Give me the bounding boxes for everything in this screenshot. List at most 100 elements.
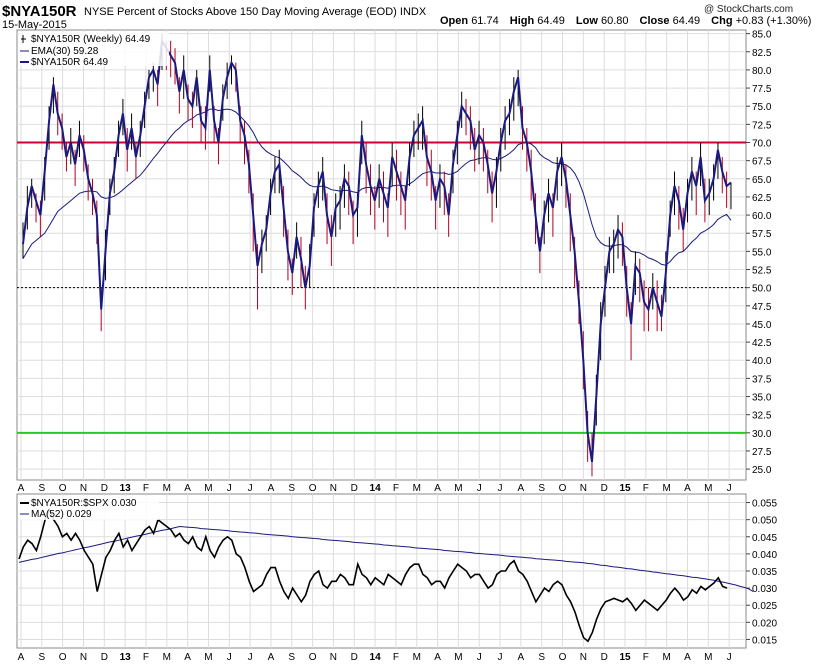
main-x-tick-label: M [413, 483, 421, 494]
main-x-tick-label: N [330, 483, 337, 494]
main-y-tick-label: 50.0 [752, 284, 772, 295]
main-x-tick-label: 13 [120, 483, 132, 494]
ratio-x-tick-label: F [393, 652, 399, 663]
main-y-tick-label: 27.5 [752, 447, 772, 458]
main-x-tick-label: O [559, 483, 567, 494]
main-y-tick-label: 57.5 [752, 229, 772, 240]
ratio-x-tick-label: F [143, 652, 149, 663]
main-y-tick-label: 60.0 [752, 211, 772, 222]
main-y-tick-label: 52.5 [752, 266, 772, 277]
main-x-tick-label: D [601, 483, 608, 494]
ratio-y-tick-label: 0.015 [752, 635, 777, 646]
close-label: Close [639, 15, 670, 27]
ratio-x-tick-label: M [663, 652, 671, 663]
main-x-tick-label: M [454, 483, 462, 494]
main-y-tick-label: 80.0 [752, 66, 772, 77]
main-x-tick-label: N [80, 483, 87, 494]
ratio-x-tick-label: M [413, 652, 421, 663]
stockcharts-credit: @ StockCharts.com [704, 4, 794, 15]
ratio-x-tick-label: D [601, 652, 608, 663]
ratio-x-tick-label: D [101, 652, 108, 663]
ratio-x-tick-label: A [268, 652, 275, 663]
main-x-tick-label: O [309, 483, 317, 494]
main-y-tick-label: 42.5 [752, 338, 772, 349]
ratio-x-tick-label: J [498, 652, 503, 663]
ratio-y-tick-label: 0.045 [752, 533, 777, 544]
main-y-tick-label: 30.0 [752, 429, 772, 440]
main-x-tick-label: A [518, 483, 525, 494]
main-y-tick-label: 55.0 [752, 247, 772, 258]
ratio-x-tick-label: J [248, 652, 253, 663]
ratio-x-tick-label: N [580, 652, 587, 663]
quote-summary: Open 61.74 High 64.49 Low 60.80 Close 64… [440, 15, 811, 27]
ratio-x-tick-label: S [38, 652, 45, 663]
main-x-tick-label: S [38, 483, 45, 494]
ratio-y-tick-label: 0.020 [752, 618, 777, 629]
main-y-tick-label: 25.0 [752, 465, 772, 476]
ratio-legend-box [19, 496, 159, 520]
main-x-tick-label: A [184, 483, 191, 494]
main-x-tick-label: A [18, 483, 25, 494]
open-label: Open [440, 15, 469, 27]
main-y-tick-label: 62.5 [752, 193, 772, 204]
ratio-panel: A S O N D 13 F M A M J J A S O N D 14 F M A M J J A S O N D 15 F M A M J 0.… [16, 493, 777, 663]
ratio-x-tick-label: 15 [619, 652, 631, 663]
main-y-tick-label: 40.0 [752, 356, 772, 367]
main-x-tick-label: M [663, 483, 671, 494]
main-x-tick-label: 14 [370, 483, 382, 494]
main-y-tick-label: 47.5 [752, 302, 772, 313]
chg-value: +0.83 (+1.30%) [735, 15, 812, 27]
ratio-x-tick-label: D [351, 652, 358, 663]
chart-date: 15-May-2015 [2, 19, 67, 31]
main-y-tick-label: 45.0 [752, 320, 772, 331]
chart-description: NYSE Percent of Stocks Above 150 Day Mov… [84, 6, 427, 18]
main-x-tick-label: J [477, 483, 482, 494]
ratio-x-tick-label: 13 [120, 652, 132, 663]
main-y-tick-label: 67.5 [752, 157, 772, 168]
main-y-tick-label: 82.5 [752, 48, 772, 59]
ratio-x-tick-label: A [518, 652, 525, 663]
main-x-tick-label: A [268, 483, 275, 494]
main-x-tick-label: J [227, 483, 232, 494]
main-x-tick-label: D [351, 483, 358, 494]
ratio-x-tick-label: A [184, 652, 191, 663]
main-y-tick-label: 70.0 [752, 139, 772, 150]
ratio-x-tick-label: A [684, 652, 691, 663]
ratio-x-tick-label: N [80, 652, 87, 663]
ratio-y-tick-label: 0.050 [752, 516, 777, 527]
main-x-tick-label: A [434, 483, 441, 494]
main-y-tick-label: 75.0 [752, 102, 772, 113]
ratio-x-tick-label: A [434, 652, 441, 663]
close-value: 64.49 [672, 15, 701, 27]
main-x-tick-label: F [393, 483, 399, 494]
main-x-tick-label: J [248, 483, 253, 494]
main-y-tick-label: 35.0 [752, 393, 772, 404]
main-x-tick-label: F [143, 483, 149, 494]
main-x-tick-label: A [684, 483, 691, 494]
legend-ratio-ma: MA(52) 0.029 [31, 509, 92, 520]
legend-ema: EMA(30) 59.28 [31, 46, 99, 57]
main-y-tick-label: 32.5 [752, 411, 772, 422]
main-x-tick-label: D [101, 483, 108, 494]
main-y-tick-label: 65.0 [752, 175, 772, 186]
open-value: 61.74 [471, 15, 499, 27]
ratio-x-tick-label: J [727, 652, 732, 663]
main-plot-frame [16, 29, 747, 481]
high-label: High [509, 15, 535, 27]
ratio-line [18, 507, 728, 643]
ratio-x-tick-label: M [704, 652, 712, 663]
ratio-x-tick-label: A [18, 652, 25, 663]
ratio-x-tick-label: M [454, 652, 462, 663]
main-legend-box [19, 32, 169, 66]
main-x-tick-label: F [643, 483, 649, 494]
main-price-panel: A S O N D 13 F M A M J J A S O N D 14 F M A M J J A S O N D 15 F M A M J 25… [16, 29, 772, 494]
ratio-y-tick-label: 0.040 [752, 550, 777, 561]
ratio-x-tick-label: O [559, 652, 567, 663]
ratio-x-tick-label: M [204, 652, 212, 663]
main-x-tick-label: J [498, 483, 503, 494]
main-y-tick-label: 85.0 [752, 30, 772, 41]
legend-price-line: $NYA150R 64.49 [31, 57, 109, 68]
ratio-y-tick-label: 0.030 [752, 584, 777, 595]
ratio-x-tick-label: J [227, 652, 232, 663]
ratio-x-tick-label: M [163, 652, 171, 663]
